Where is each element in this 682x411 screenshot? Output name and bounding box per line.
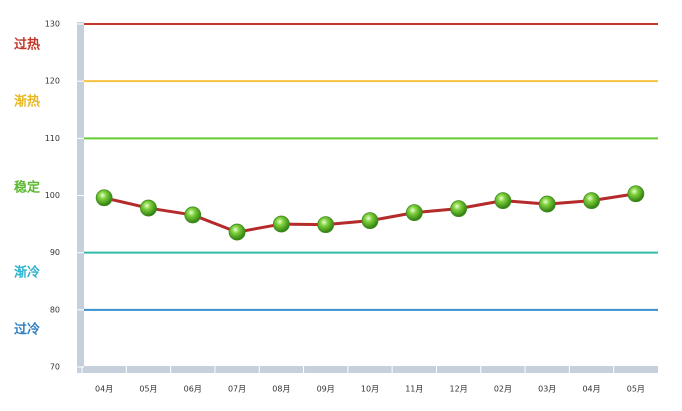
zone-label: 过热 [14, 37, 40, 53]
point [583, 192, 600, 210]
x-tick-label: 05月 [139, 385, 157, 394]
point [627, 185, 645, 203]
point [228, 223, 246, 241]
x-tick-label: 09月 [317, 385, 335, 394]
x-tick-label: 04月 [582, 385, 600, 394]
x-tick-label: 12月 [450, 385, 468, 394]
point [184, 206, 202, 224]
point [538, 195, 556, 213]
point [405, 204, 423, 222]
y-tick-label: 130 [45, 20, 60, 29]
x-axis-bar [77, 366, 658, 373]
y-tick-label: 110 [45, 134, 60, 143]
y-axis-bar [77, 22, 84, 372]
x-tick-label: 08月 [272, 385, 290, 394]
zone-label: 渐冷 [14, 265, 40, 281]
x-tick-label: 11月 [405, 385, 423, 394]
x-tick-label: 10月 [361, 385, 379, 394]
y-tick-label: 90 [50, 248, 60, 257]
x-tick-label: 03月 [538, 385, 556, 394]
y-tick-label: 70 [50, 363, 60, 372]
zone-label: 稳定 [14, 180, 40, 196]
point [361, 212, 379, 230]
x-tick-label: 04月 [95, 385, 113, 394]
x-tick-label: 06月 [184, 385, 202, 394]
x-tick-label: 07月 [228, 385, 246, 394]
point [317, 216, 335, 234]
point [450, 200, 468, 218]
x-tick-label: 02月 [494, 385, 512, 394]
point [494, 192, 512, 210]
y-tick-label: 100 [45, 191, 60, 200]
point [95, 189, 113, 207]
y-tick-label: 80 [50, 305, 60, 314]
point [140, 199, 157, 217]
x-tick-label: 05月 [627, 385, 645, 394]
point [272, 215, 290, 233]
y-tick-label: 120 [45, 77, 60, 86]
zone-label: 过冷 [14, 322, 40, 338]
zone-label: 渐热 [14, 94, 40, 110]
